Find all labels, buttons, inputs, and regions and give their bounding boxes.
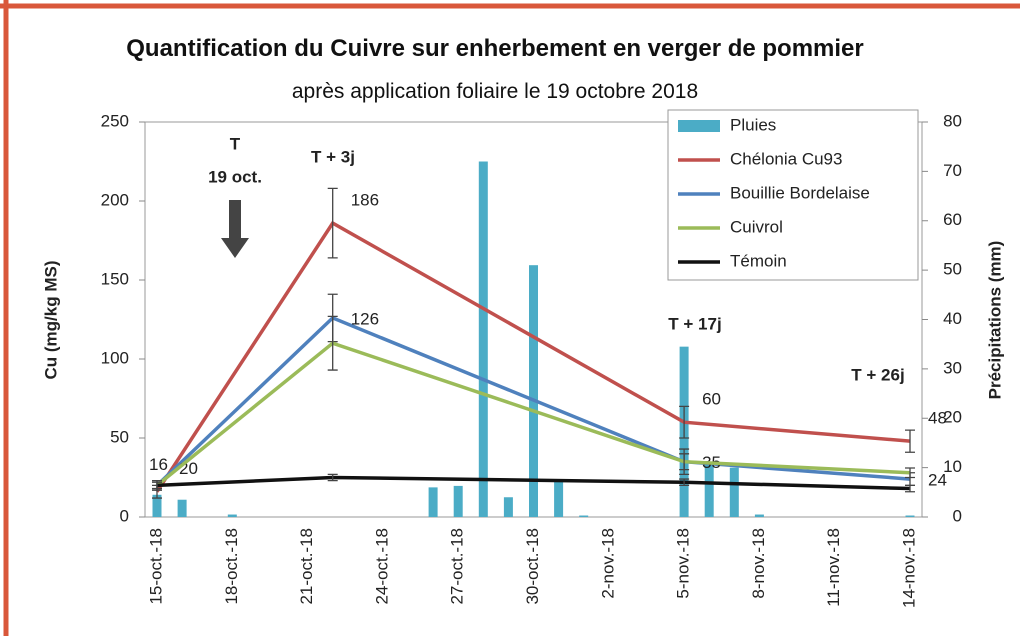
bar [729, 467, 739, 517]
annotation: 19 oct. [208, 167, 262, 186]
error-bar [327, 315, 338, 371]
y-tick-label: 100 [101, 348, 129, 367]
data-label: 16 [149, 455, 168, 474]
line [156, 475, 911, 491]
y2-tick-label: 10 [943, 457, 962, 476]
bar [152, 494, 162, 517]
error-bar [327, 187, 338, 259]
x-tick-label: 5-nov.-18 [674, 528, 693, 599]
y-tick-label: 250 [101, 111, 129, 130]
x-tick-label: 30-oct.-18 [523, 528, 542, 605]
error-bar [905, 429, 915, 453]
legend-label: Chélonia Cu93 [730, 149, 842, 168]
y-tick-label: 0 [120, 506, 129, 525]
error-bar [679, 405, 690, 439]
bar [704, 464, 714, 517]
x-tick-label: 8-nov.-18 [749, 528, 768, 599]
y-tick-label: 50 [110, 427, 129, 446]
x-tick-label: 2-nov.-18 [598, 528, 617, 599]
title: Quantification du Cuivre sur enherbement… [126, 35, 864, 62]
legend-label: Témoin [730, 251, 787, 270]
data-label: 60 [702, 390, 721, 409]
y2-axis-title: Précipitations (mm) [985, 241, 1004, 400]
bar [503, 497, 513, 517]
y2-tick-label: 20 [943, 408, 962, 427]
x-tick-label: 18-oct.-18 [222, 528, 241, 605]
x-tick-label: 27-oct.-18 [448, 528, 467, 605]
y-axis-title: Cu (mg/kg MS) [41, 261, 60, 380]
bar [478, 161, 488, 517]
error-bar [679, 453, 690, 471]
bar [177, 499, 187, 517]
arrow [221, 200, 249, 258]
legend-label: Pluies [730, 115, 776, 134]
annotation: T [230, 134, 241, 153]
bar [227, 514, 237, 517]
data-label: 126 [351, 309, 379, 328]
x-tick-label: 21-oct.-18 [297, 528, 316, 605]
bar [554, 480, 564, 517]
bar [754, 514, 764, 517]
line [155, 220, 911, 493]
chart-title: Quantification du Cuivre sur enherbement… [100, 28, 890, 113]
y2-tick-label: 30 [943, 358, 962, 377]
y-tick-label: 150 [101, 269, 129, 288]
y2-tick-label: 70 [943, 161, 962, 180]
line [155, 315, 911, 487]
error-bar [905, 484, 915, 493]
subtitle: après application foliaire le 19 octobre… [291, 80, 699, 103]
legend-label: Cuivrol [730, 217, 783, 236]
legend-label: Bouillie Bordelaise [730, 183, 870, 202]
bar [453, 485, 463, 517]
bar [428, 487, 438, 517]
x-tick-label: 11-nov.-18 [824, 528, 843, 607]
x-tick-label: 15-oct.-18 [146, 528, 165, 605]
legend-swatch [678, 120, 720, 132]
x-tick-label: 24-oct.-18 [372, 528, 391, 605]
x-tick-label: 14-nov.-18 [899, 528, 918, 608]
data-label: 24 [928, 471, 947, 490]
line [155, 341, 911, 487]
error-bar [152, 481, 162, 490]
y2-tick-label: 40 [943, 309, 962, 328]
y2-tick-label: 0 [953, 506, 962, 525]
annotation: T + 3j [311, 147, 355, 166]
bar [905, 515, 915, 517]
error-bar [679, 478, 690, 487]
annotation: T + 26j [851, 365, 904, 384]
bar [579, 515, 589, 517]
y2-tick-label: 50 [943, 260, 962, 279]
y2-tick-label: 60 [943, 210, 962, 229]
annotation: T + 17j [668, 314, 721, 333]
error-bar [905, 467, 915, 479]
y-tick-label: 200 [101, 190, 129, 209]
data-label: 48 [928, 409, 947, 428]
bar [529, 265, 538, 517]
y2-tick-label: 80 [943, 111, 962, 130]
data-label: 186 [351, 191, 379, 210]
error-bar [327, 473, 338, 482]
